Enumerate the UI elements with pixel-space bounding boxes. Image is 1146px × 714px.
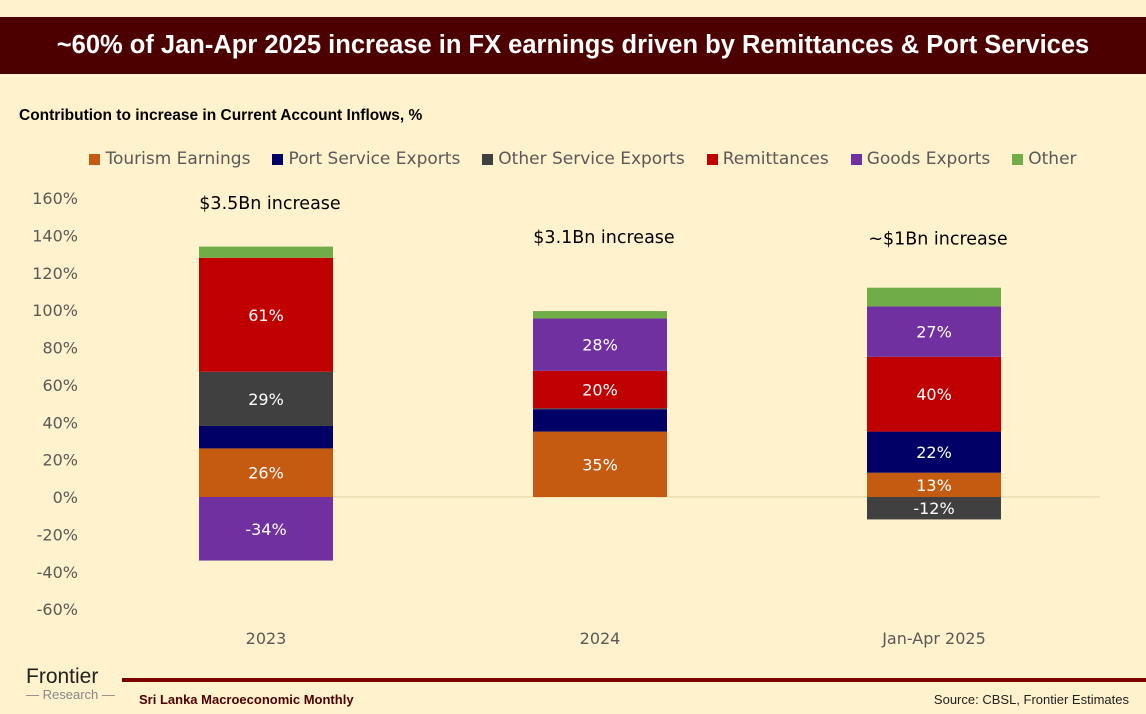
logo-text: Frontier xyxy=(26,665,99,688)
bar-segment-other xyxy=(199,246,333,258)
footer-divider xyxy=(122,678,1146,682)
bar-segment-tourism-earnings xyxy=(199,448,333,497)
legend-item: Remittances xyxy=(706,149,829,169)
legend-item: Tourism Earnings xyxy=(89,149,250,169)
logo-subtext: — Research — xyxy=(26,687,115,702)
data-label: -34% xyxy=(245,520,286,539)
legend-swatch xyxy=(482,153,494,165)
bar-segment-goods-exports xyxy=(867,306,1001,357)
y-tick-label: 0% xyxy=(53,488,78,507)
bar-segment-remittances xyxy=(867,356,1001,432)
legend-item: Goods Exports xyxy=(850,149,991,169)
chart-legend: Tourism Earnings Port Service Exports Othe… xyxy=(0,149,1146,169)
data-label: 35% xyxy=(582,455,618,474)
data-label: 29% xyxy=(248,390,284,409)
data-label: -12% xyxy=(913,499,954,518)
y-tick-label: 40% xyxy=(42,413,78,432)
bar-segment-other xyxy=(533,311,667,319)
bar-segment-goods-exports xyxy=(533,318,667,371)
bar-segment-remittances xyxy=(199,257,333,372)
y-tick-label: -60% xyxy=(37,600,78,619)
legend-swatch xyxy=(706,153,718,165)
data-label: 27% xyxy=(916,323,952,342)
legend-label: Tourism Earnings xyxy=(105,149,251,169)
legend-item: Other xyxy=(1012,149,1077,169)
bar-segment-tourism-earnings xyxy=(533,431,667,497)
bar-segment-other xyxy=(867,287,1001,307)
y-tick-label: -40% xyxy=(37,563,78,582)
y-tick-label: 160% xyxy=(32,189,78,208)
bar-annotation: $3.5Bn increase xyxy=(199,194,340,214)
legend-swatch xyxy=(1012,153,1024,165)
data-label: 20% xyxy=(582,381,618,400)
y-tick-label: 140% xyxy=(32,226,78,245)
bar-segment-tourism-earnings xyxy=(867,472,1001,497)
x-tick-label: Jan-Apr 2025 xyxy=(881,629,986,648)
legend-swatch xyxy=(850,153,862,165)
bar-segment-port-service-exports xyxy=(867,431,1001,473)
y-tick-label: 20% xyxy=(42,451,78,470)
data-label: 28% xyxy=(582,336,618,355)
chart-title: Contribution to increase in Current Acco… xyxy=(19,107,423,124)
legend-label: Goods Exports xyxy=(866,149,991,169)
legend-label: Port Service Exports xyxy=(288,149,461,169)
legend-label: Other Service Exports xyxy=(498,149,685,169)
bar-segment-goods-exports xyxy=(199,497,333,561)
page-title: ~60% of Jan-Apr 2025 increase in FX earn… xyxy=(0,17,1146,74)
y-tick-label: 80% xyxy=(42,339,78,358)
logo-subtext-label: Research xyxy=(42,687,99,702)
x-tick-label: 2023 xyxy=(246,629,287,648)
bar-segment-port-service-exports xyxy=(533,409,667,432)
data-label: 13% xyxy=(916,476,952,495)
legend-item: Port Service Exports xyxy=(272,149,460,169)
frontier-logo: Frontier — Research — xyxy=(26,666,115,702)
bar-segment-other-service-exports xyxy=(867,497,1001,520)
legend-item: Other Service Exports xyxy=(482,149,685,169)
x-tick-label: 2024 xyxy=(580,629,621,648)
bar-segment-port-service-exports xyxy=(199,425,333,449)
legend-label: Other xyxy=(1028,149,1077,169)
bar-annotation: ~$1Bn increase xyxy=(868,230,1007,250)
publication-name: Sri Lanka Macroeconomic Monthly xyxy=(139,692,354,707)
data-label: 22% xyxy=(916,443,952,462)
bar-segment-other-service-exports xyxy=(199,371,333,426)
source-note: Source: CBSL, Frontier Estimates xyxy=(933,692,1129,707)
data-label: 26% xyxy=(248,464,284,483)
y-tick-label: 60% xyxy=(42,376,78,395)
bar-segment-other-service-exports xyxy=(533,408,667,410)
data-label: 61% xyxy=(248,306,284,325)
legend-swatch xyxy=(89,153,101,165)
y-tick-label: 100% xyxy=(32,301,78,320)
data-label: 40% xyxy=(916,385,952,404)
y-tick-label: 120% xyxy=(32,264,78,283)
bar-annotation: $3.1Bn increase xyxy=(533,228,674,248)
legend-swatch xyxy=(272,153,284,165)
bar-segment-remittances xyxy=(533,370,667,409)
y-tick-label: -20% xyxy=(37,525,78,544)
legend-label: Remittances xyxy=(722,149,829,169)
